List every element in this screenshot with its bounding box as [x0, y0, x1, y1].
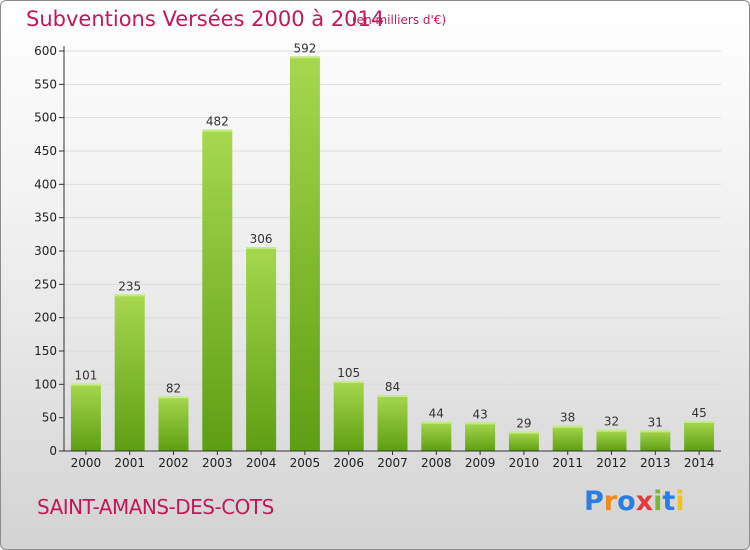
- chart-subtitle: (en milliers d'€): [352, 13, 447, 27]
- bar-highlight: [684, 421, 715, 423]
- y-tick-label: 100: [34, 377, 57, 391]
- bar: [289, 56, 320, 451]
- axes: [59, 46, 721, 455]
- x-tick-label: 2009: [465, 456, 496, 470]
- x-tick-label: 2001: [114, 456, 145, 470]
- bar: [202, 129, 233, 451]
- bar-highlight: [421, 421, 452, 424]
- data-label: 306: [250, 232, 273, 246]
- data-label: 235: [118, 279, 141, 293]
- bar-highlight: [114, 294, 145, 297]
- data-label: 482: [206, 115, 229, 129]
- bar: [684, 421, 715, 451]
- data-label: 592: [293, 41, 316, 55]
- y-tick-label: 400: [34, 177, 57, 191]
- data-label: 44: [429, 407, 444, 421]
- bar: [70, 383, 101, 451]
- y-tick-label: 50: [42, 411, 57, 425]
- x-tick-label: 2010: [509, 456, 540, 470]
- logo-letter: t: [662, 486, 676, 517]
- labels: 0 50 100 150 200 250 300 350 400 450 500 550 600 101 2…: [34, 41, 714, 470]
- bar: [596, 429, 627, 451]
- x-tick-label: 2002: [158, 456, 189, 470]
- x-tick-label: 2012: [596, 456, 627, 470]
- x-tick-label: 2005: [290, 456, 321, 470]
- logo-letter: o: [617, 486, 636, 517]
- bar-highlight: [596, 429, 627, 432]
- bar: [377, 395, 408, 451]
- x-tick-label: 2013: [640, 456, 671, 470]
- bars: [70, 56, 715, 451]
- commune-name: SAINT-AMANS-DES-COTS: [37, 495, 274, 519]
- logo-letter: P: [584, 486, 604, 517]
- bar: [158, 396, 189, 451]
- bar-highlight: [640, 430, 671, 433]
- bar: [640, 430, 671, 451]
- y-tick-label: 500: [34, 111, 57, 125]
- y-tick-label: 550: [34, 77, 57, 91]
- x-tick-label: 2004: [246, 456, 277, 470]
- logo-letter: i: [653, 486, 663, 517]
- y-tick-label: 250: [34, 277, 57, 291]
- bar-highlight: [333, 381, 364, 383]
- bar-highlight: [508, 431, 539, 434]
- chart-title: Subventions Versées 2000 à 2014: [26, 7, 385, 31]
- bar-highlight: [289, 56, 320, 59]
- bar-highlight: [246, 247, 277, 249]
- bar: [246, 247, 277, 451]
- x-tick-label: 2011: [552, 456, 583, 470]
- data-label: 38: [560, 411, 575, 425]
- x-tick-label: 2014: [684, 456, 715, 470]
- data-label: 43: [472, 407, 487, 421]
- y-tick-label: 150: [34, 344, 57, 358]
- bar: [508, 431, 539, 451]
- y-tick-label: 300: [34, 244, 57, 258]
- y-tick-label: 200: [34, 311, 57, 325]
- bar-highlight: [158, 396, 189, 399]
- x-tick-label: 2000: [71, 456, 102, 470]
- data-label: 105: [337, 366, 360, 380]
- logo-letter: x: [635, 486, 654, 517]
- logo-letter: i: [675, 486, 685, 517]
- bar-highlight: [377, 395, 408, 397]
- data-label: 29: [516, 417, 531, 431]
- logo-letter: r: [603, 486, 618, 517]
- data-label: 31: [648, 415, 663, 429]
- bar: [114, 294, 145, 451]
- x-tick-label: 2003: [202, 456, 233, 470]
- y-tick-label: 0: [49, 444, 57, 458]
- bar-highlight: [70, 383, 101, 386]
- proxiti-logo: Proxiti: [584, 486, 685, 517]
- bar: [465, 422, 496, 451]
- data-label: 101: [74, 369, 97, 383]
- x-tick-label: 2006: [333, 456, 364, 470]
- bar-highlight: [202, 129, 233, 132]
- x-tick-label: 2008: [421, 456, 452, 470]
- bar: [333, 381, 364, 451]
- y-tick-label: 450: [34, 144, 57, 158]
- data-label: 45: [691, 406, 706, 420]
- bar-highlight: [552, 425, 583, 428]
- data-label: 32: [604, 415, 619, 429]
- bar: [421, 421, 452, 451]
- bar-highlight: [465, 422, 496, 425]
- data-label: 84: [385, 380, 400, 394]
- y-tick-label: 600: [34, 44, 57, 58]
- y-tick-label: 350: [34, 211, 57, 225]
- x-tick-label: 2007: [377, 456, 408, 470]
- bar: [552, 425, 583, 451]
- grid-lines: [64, 50, 721, 419]
- data-label: 82: [166, 381, 181, 395]
